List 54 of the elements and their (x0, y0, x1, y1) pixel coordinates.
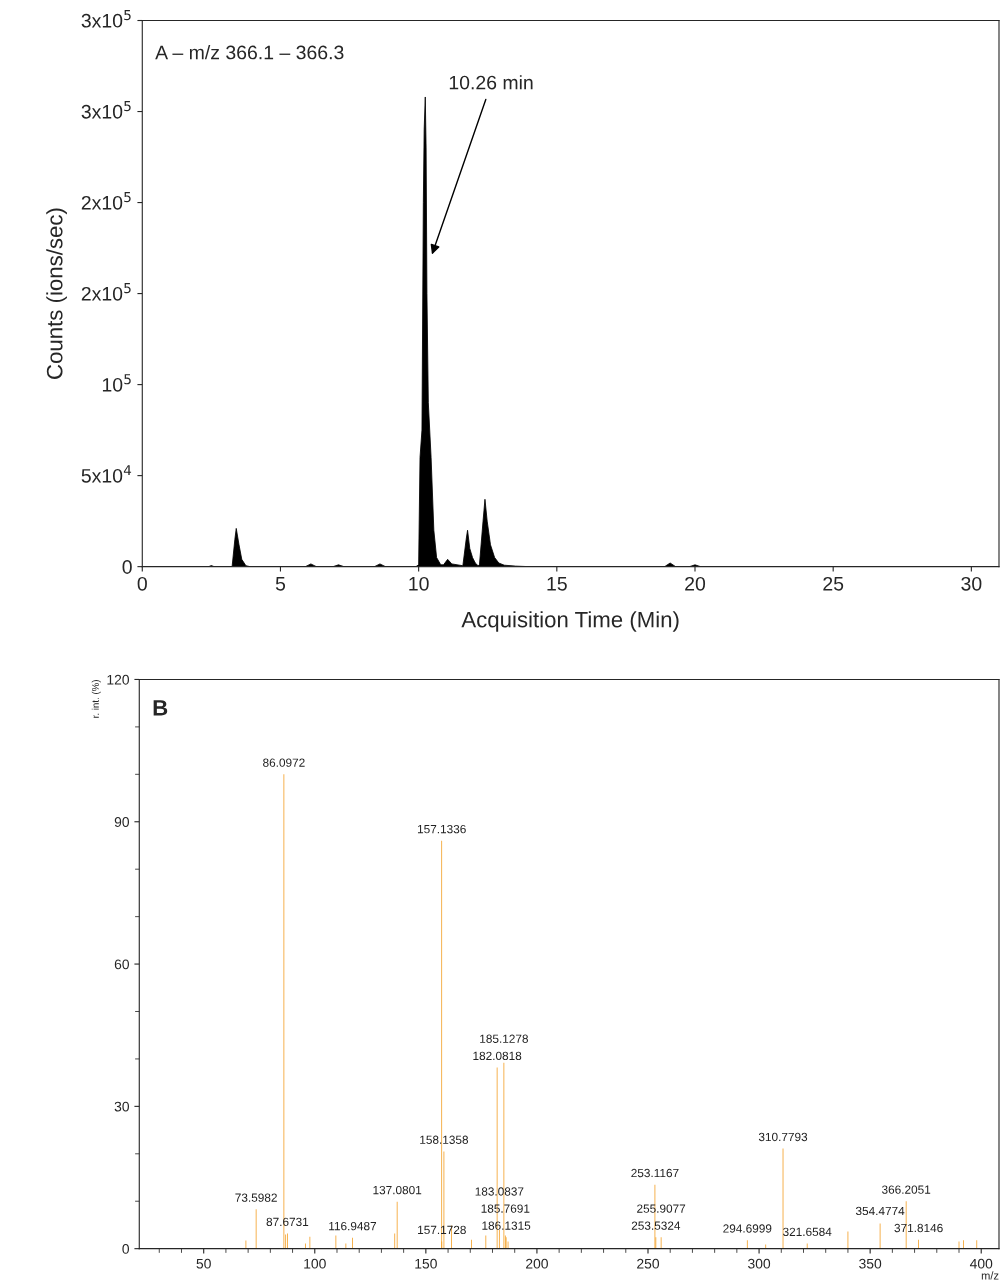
x-tick-label: 150 (415, 1258, 437, 1269)
text: A – m/z 366.1 – 366.3 (155, 45, 344, 60)
annotation: 366.2051 (881, 1185, 931, 1194)
x-tick-label: 10 (409, 576, 429, 591)
y-tick-label: 120 (107, 674, 130, 685)
y-tick-label: 60 (114, 959, 130, 970)
y-tick-label: 0 (122, 1244, 130, 1254)
x-tick-label: 20 (685, 576, 706, 591)
text: B (153, 700, 168, 716)
x-tick-label: 100 (304, 1258, 326, 1269)
annotation: 255.9077 (637, 1204, 686, 1213)
x-tick-label: 25 (823, 576, 844, 591)
x-tick-label: 50 (196, 1258, 211, 1269)
annotation: 87.6731 (266, 1217, 309, 1227)
y-tick-label: 5x10$^{4}$ (81, 465, 132, 483)
y-tick-label: 2x10$^{5}$ (81, 192, 131, 210)
y-tick-label: 10$^{5}$ (102, 374, 131, 392)
annotation: 253.1167 (631, 1168, 679, 1178)
y-tick-label: 30 (114, 1101, 130, 1112)
y-tick-label: 0 (122, 560, 132, 574)
annotation: 253.5324 (631, 1221, 681, 1230)
annotation: 186.1315 (482, 1221, 531, 1230)
annotation: 157.1336 (417, 824, 466, 834)
x-tick-label: 0 (137, 576, 147, 591)
y-axis-title: r. int. (%) (91, 680, 101, 718)
x-tick-label: 30 (961, 576, 982, 591)
y-tick-label: 3x10$^{5}$ (81, 101, 131, 119)
x-axis-title: Acquisition Time (Min) (461, 611, 679, 632)
annotation: 86.0972 (263, 758, 305, 767)
annotation: 183.0837 (475, 1187, 524, 1196)
annotation: 10.26 min (449, 75, 533, 90)
x-tick-label: 400 (969, 1258, 993, 1269)
annotation: 321.6584 (783, 1227, 832, 1236)
x-tick-label: 5 (275, 577, 286, 591)
annotation: 310.7793 (758, 1132, 808, 1142)
y-tick-label: 3x10$^{5}$ (81, 10, 131, 28)
annotation: 354.4774 (855, 1206, 905, 1216)
x-tick-label: 200 (526, 1258, 548, 1269)
x-tick-label: 15 (547, 577, 567, 591)
x-tick-label: 300 (748, 1258, 771, 1269)
x-tick-label: 350 (859, 1258, 882, 1269)
y-tick-label: 2x10$^{5}$ (81, 283, 131, 301)
annotation: 116.9487 (329, 1221, 377, 1231)
annotation: 294.6999 (723, 1224, 772, 1233)
annotation: 185.1278 (480, 1034, 528, 1043)
y-axis-title: Counts (ions/sec) (46, 208, 67, 379)
annotation: 73.5982 (235, 1193, 277, 1202)
annotation: 371.8146 (894, 1223, 943, 1233)
annotation: 182.0818 (473, 1051, 522, 1061)
annotation: 185.7691 (481, 1204, 530, 1213)
x-tick-label: 250 (637, 1258, 660, 1269)
annotation: 137.0801 (373, 1185, 422, 1195)
y-tick-label: 90 (114, 817, 130, 827)
x-axis-title: m/z (981, 1271, 999, 1280)
